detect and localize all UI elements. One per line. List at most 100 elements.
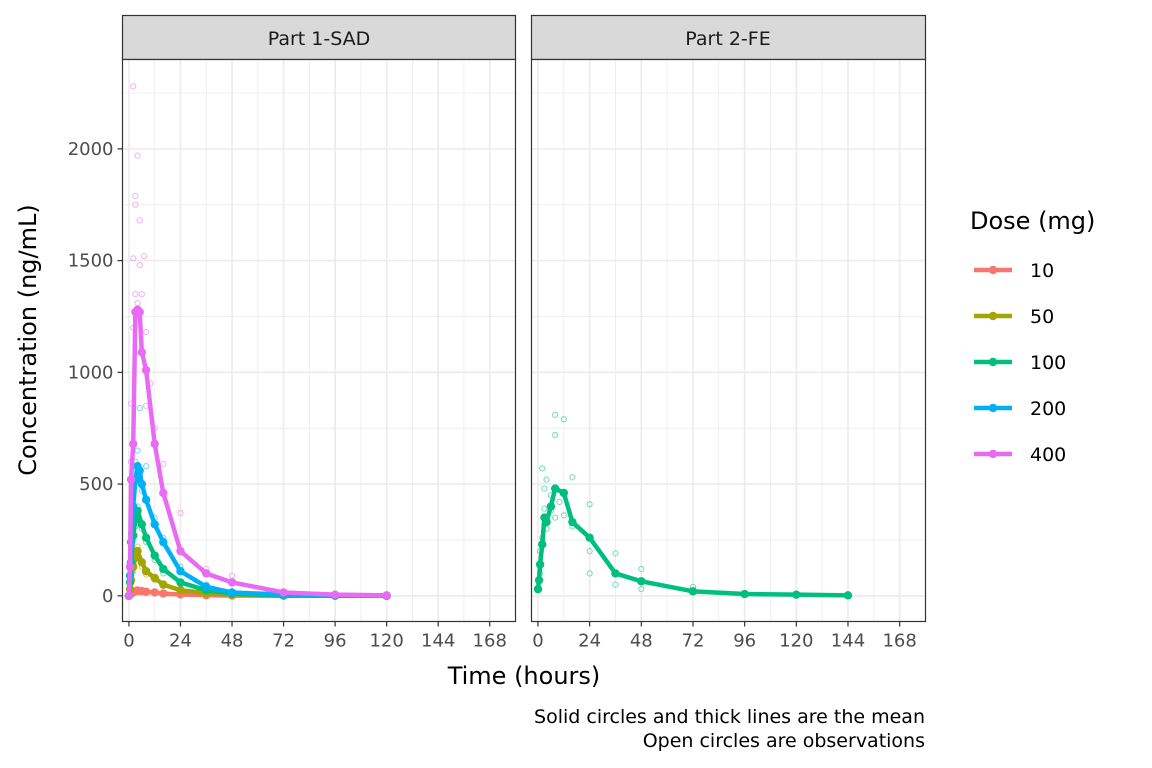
x-axis-part-1-sad: 0 24 48 72 96 120 144 168 bbox=[123, 621, 507, 652]
panel-background-part-1-sad bbox=[122, 59, 516, 622]
mean-point-dose-10 bbox=[141, 587, 151, 596]
observation-point-dose-100 bbox=[586, 548, 593, 555]
observation-point-dose-200 bbox=[143, 463, 150, 470]
panel-border-part-1-sad bbox=[121, 58, 517, 623]
panel-background-part-2-fe bbox=[531, 59, 926, 622]
mean-point-dose-200 bbox=[137, 479, 147, 489]
mean-point-dose-100 bbox=[542, 517, 551, 527]
mean-point-dose-10 bbox=[150, 588, 159, 597]
mean-point-dose-100 bbox=[611, 569, 620, 578]
mean-point-dose-400 bbox=[202, 569, 211, 578]
x-tick-label: 120 bbox=[369, 631, 403, 652]
mean-point-dose-400 bbox=[135, 307, 144, 317]
legend: Dose (mg) 10 50 100 200 400 bbox=[970, 207, 1095, 466]
observation-point-dose-100 bbox=[552, 411, 559, 418]
x-tick-label: 0 bbox=[532, 631, 543, 652]
observation-point-dose-100 bbox=[560, 512, 567, 519]
mean-point-dose-100 bbox=[534, 575, 544, 585]
x-axis-title: Time (hours) bbox=[447, 662, 601, 690]
observation-point-dose-100 bbox=[586, 501, 593, 508]
mean-point-dose-50 bbox=[176, 586, 185, 595]
x-tick-label: 144 bbox=[831, 631, 865, 652]
mean-point-dose-50 bbox=[150, 573, 159, 583]
gridlines-part-2-fe bbox=[531, 59, 926, 622]
mean-point-dose-400 bbox=[150, 439, 159, 449]
observation-point-dose-400 bbox=[140, 253, 148, 260]
x-tick-label: 168 bbox=[882, 631, 916, 652]
legend-label-50: 50 bbox=[1030, 306, 1054, 328]
observation-point-dose-100 bbox=[556, 498, 563, 506]
mean-point-dose-100 bbox=[150, 551, 159, 560]
x-tick-label: 24 bbox=[169, 631, 192, 652]
panel-part-2-fe: Part 2-FE bbox=[530, 14, 927, 623]
mean-point-dose-50 bbox=[137, 558, 147, 567]
mean-point-dose-400 bbox=[129, 439, 138, 449]
observation-point-dose-400 bbox=[177, 510, 184, 517]
observation-point-dose-100 bbox=[638, 585, 645, 593]
y-tick-label: 1500 bbox=[68, 251, 114, 272]
marks-part-2-fe bbox=[533, 411, 853, 600]
mean-point-dose-10 bbox=[159, 589, 168, 598]
mean-point-dose-50 bbox=[133, 546, 142, 556]
observation-point-dose-400 bbox=[134, 152, 141, 159]
mean-point-dose-400 bbox=[159, 488, 168, 498]
y-tick-label: 0 bbox=[102, 586, 113, 607]
strip-label-part-2-fe: Part 2-FE bbox=[685, 28, 770, 50]
legend-title: Dose (mg) bbox=[970, 207, 1095, 235]
observation-point-dose-100 bbox=[541, 485, 548, 492]
y-axis: 0 500 1000 1500 2000 bbox=[68, 139, 123, 607]
legend-key-point-10 bbox=[988, 265, 998, 275]
mean-point-dose-50 bbox=[141, 567, 151, 576]
mean-point-dose-400 bbox=[176, 546, 185, 556]
mean-point-dose-200 bbox=[135, 466, 144, 475]
strip-label-part-1-sad: Part 1-SAD bbox=[268, 28, 371, 50]
mean-point-dose-200 bbox=[227, 588, 237, 597]
x-tick-label: 168 bbox=[473, 631, 507, 652]
mean-point-dose-400 bbox=[137, 348, 147, 357]
legend-label-200: 200 bbox=[1030, 398, 1066, 420]
mean-point-dose-50 bbox=[159, 580, 168, 589]
mean-point-dose-400 bbox=[227, 578, 237, 587]
observation-point-dose-400 bbox=[132, 291, 139, 298]
legend-key-point-200 bbox=[988, 403, 998, 413]
mean-point-dose-200 bbox=[141, 495, 151, 504]
mean-point-dose-400 bbox=[279, 588, 288, 597]
x-tick-label: 144 bbox=[421, 631, 455, 652]
x-tick-label: 96 bbox=[324, 631, 347, 652]
y-axis-title: Concentration (ng/mL) bbox=[14, 204, 42, 475]
x-tick-label: 48 bbox=[221, 631, 244, 652]
observation-point-dose-100 bbox=[552, 514, 559, 521]
observation-point-dose-200 bbox=[136, 404, 143, 412]
panel-part-1-sad: Part 1-SAD bbox=[121, 14, 517, 623]
mean-point-dose-100 bbox=[568, 517, 577, 527]
observation-point-dose-100 bbox=[569, 474, 576, 481]
mean-point-dose-100 bbox=[546, 502, 556, 511]
mean-point-dose-200 bbox=[150, 520, 159, 529]
marks-part-1-sad bbox=[124, 83, 391, 601]
mean-point-dose-100 bbox=[843, 591, 853, 600]
x-tick-label: 96 bbox=[733, 631, 756, 652]
mean-point-dose-200 bbox=[159, 537, 168, 547]
panel-border-part-2-fe bbox=[530, 58, 927, 623]
mean-point-dose-100 bbox=[740, 589, 749, 599]
mean-point-dose-100 bbox=[550, 484, 560, 493]
observation-point-dose-100 bbox=[560, 416, 567, 423]
caption-line-2: Open circles are observations bbox=[643, 730, 925, 752]
observation-point-dose-400 bbox=[143, 329, 150, 336]
mean-point-dose-100 bbox=[637, 577, 646, 586]
x-tick-label: 120 bbox=[779, 631, 813, 652]
observation-point-dose-100 bbox=[638, 565, 645, 573]
y-tick-label: 1000 bbox=[68, 362, 114, 383]
observation-point-dose-100 bbox=[612, 550, 619, 557]
mean-point-dose-100 bbox=[137, 520, 147, 529]
caption-line-1: Solid circles and thick lines are the me… bbox=[534, 706, 925, 728]
mean-point-dose-100 bbox=[792, 590, 801, 599]
mean-point-dose-400 bbox=[382, 591, 391, 600]
mean-point-dose-200 bbox=[176, 567, 185, 576]
mean-point-dose-100 bbox=[538, 540, 547, 549]
mean-point-dose-100 bbox=[533, 584, 543, 594]
x-tick-label: 24 bbox=[578, 631, 601, 652]
mean-point-dose-100 bbox=[535, 560, 545, 569]
observation-point-dose-100 bbox=[539, 465, 546, 472]
